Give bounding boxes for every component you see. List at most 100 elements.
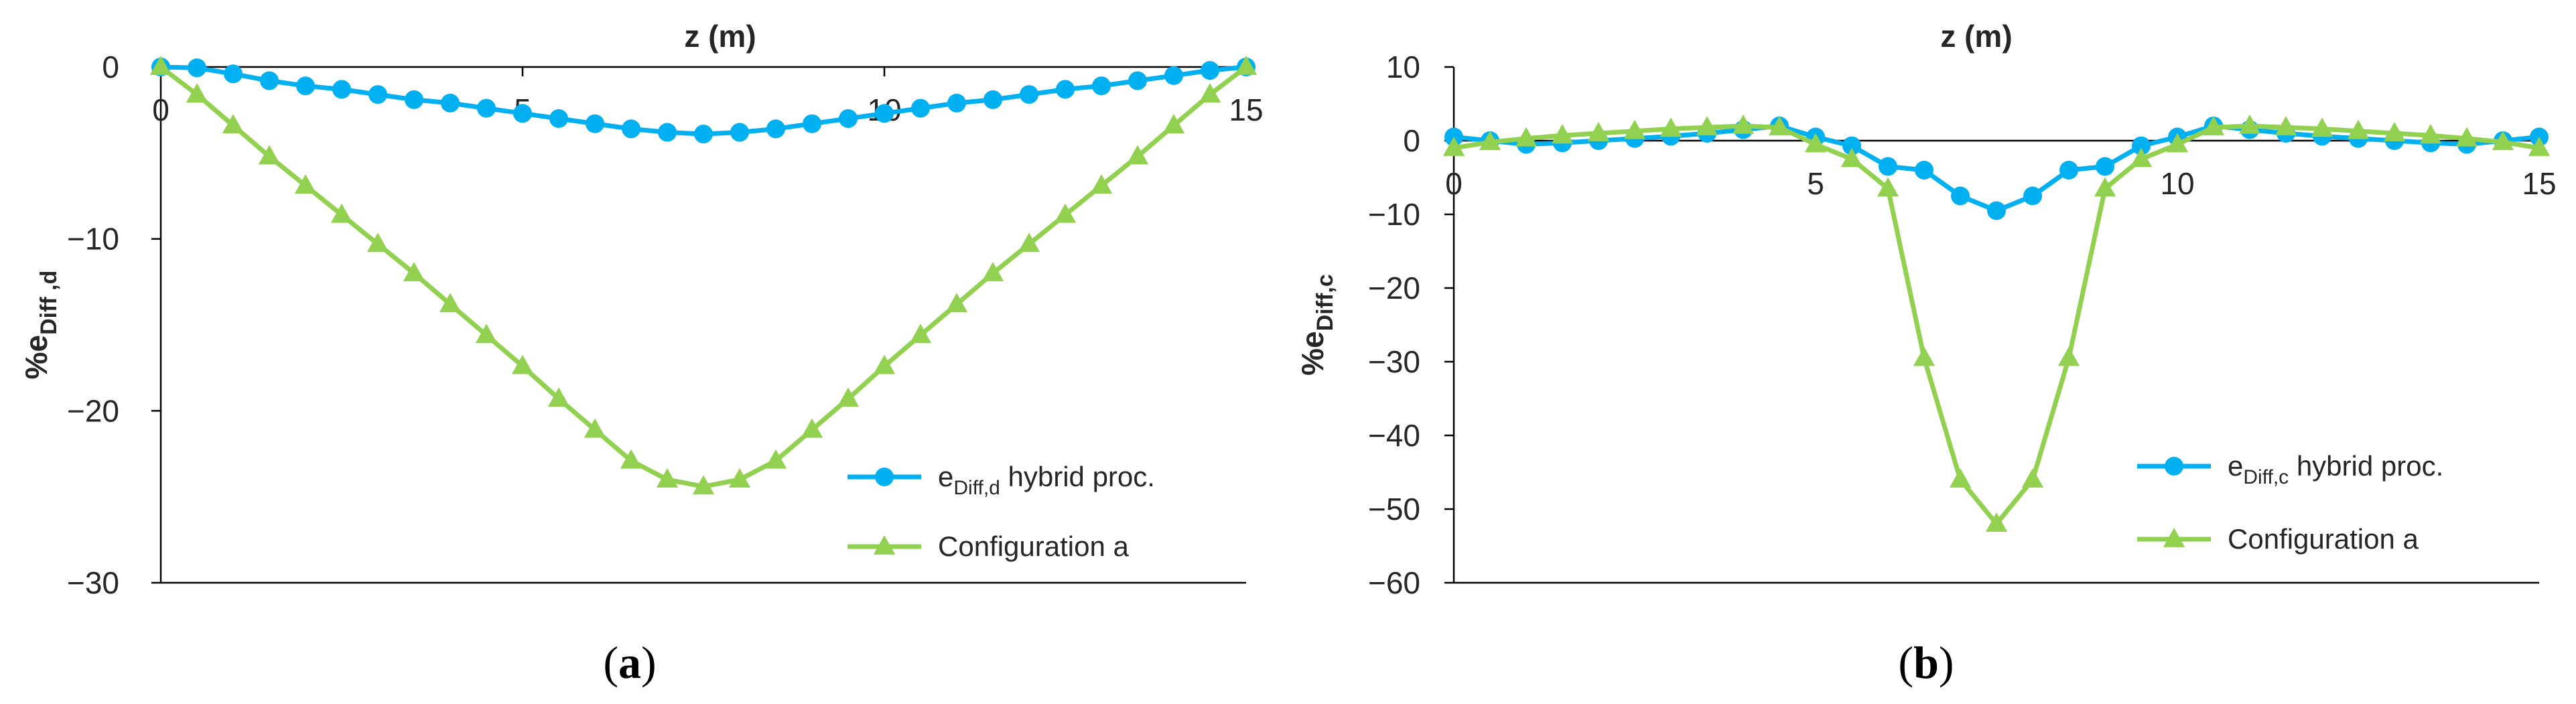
data-point-config_a: [656, 468, 679, 488]
data-point-config_a: [1877, 177, 1899, 197]
x-tick-label: 0: [152, 92, 170, 127]
data-point-config_a: [909, 324, 932, 344]
data-point-config_a: [1659, 117, 1682, 137]
panel-label-letter: b: [1913, 637, 1939, 688]
data-point-config_a: [1162, 114, 1185, 134]
data-point-hybrid: [947, 93, 966, 113]
data-point-config_a: [330, 203, 353, 223]
data-point-config_a: [1696, 116, 1718, 136]
data-point-hybrid: [1879, 157, 1897, 176]
data-point-config_a: [1018, 232, 1040, 253]
data-point-config_a: [149, 56, 172, 75]
data-point-config_a: [2455, 127, 2478, 147]
data-point-hybrid: [513, 104, 532, 123]
legend-label-main: Configuration a: [938, 531, 1129, 562]
data-point-hybrid: [803, 114, 821, 133]
data-point-hybrid: [2096, 157, 2114, 176]
x-axis-title: z (m): [1940, 19, 2012, 54]
y-tick-label: 10: [1386, 50, 1420, 84]
data-point-config_a: [981, 262, 1004, 281]
data-point-config_a: [511, 354, 534, 374]
data-point-config_a: [801, 418, 823, 438]
data-point-config_a: [475, 324, 498, 344]
legend-label-main: e: [938, 461, 953, 492]
data-point-hybrid: [766, 119, 785, 139]
data-point-config_a: [2311, 117, 2333, 137]
y-axis-title: %eDiff ,d: [19, 271, 62, 380]
data-point-config_a: [2094, 177, 2116, 197]
data-point-config_a: [1090, 174, 1113, 194]
y-tick-label: 0: [102, 50, 119, 84]
panel-label: (a): [603, 637, 656, 688]
data-point-config_a: [2021, 468, 2044, 488]
legend-label: eDiff,d hybrid proc.: [938, 461, 1155, 499]
data-point-config_a: [294, 174, 317, 194]
legend-label-rest: hybrid proc.: [1000, 461, 1155, 492]
data-point-hybrid: [2132, 136, 2151, 155]
data-point-hybrid: [694, 125, 713, 144]
data-point-config_a: [222, 114, 245, 134]
legend-label-main: Configuration a: [2228, 523, 2419, 555]
legend-marker: [2165, 457, 2183, 476]
data-point-config_a: [2166, 133, 2189, 153]
data-point-hybrid: [441, 93, 460, 113]
data-point-config_a: [1732, 115, 1755, 134]
y-tick-label: −20: [67, 393, 119, 428]
legend-label: Configuration a: [2228, 523, 2419, 555]
series-line-hybrid: [1453, 123, 2540, 213]
data-point-hybrid: [1951, 186, 1970, 206]
data-point-hybrid: [296, 76, 315, 96]
data-point-hybrid: [549, 109, 568, 128]
chart-panel-b: 100−10−20−30−40−50−600 5 10 15z (m)%eDiff,c…: [1295, 19, 2557, 688]
data-point-hybrid: [658, 123, 677, 142]
data-point-config_a: [1768, 116, 1791, 136]
data-point-config_a: [1126, 145, 1149, 165]
data-point-config_a: [547, 387, 570, 407]
data-point-config_a: [1442, 137, 1465, 156]
legend-label-sub: Diff,d: [953, 477, 1000, 499]
data-point-hybrid: [622, 119, 640, 139]
x-tick-label: 0: [1445, 166, 1463, 201]
data-point-config_a: [2347, 119, 2370, 139]
legend-marker: [2163, 528, 2185, 547]
y-tick-label: −50: [1368, 492, 1420, 526]
data-point-hybrid: [224, 64, 243, 84]
y-axis-title: %eDiff,c: [1295, 274, 1338, 375]
y-tick-label: −40: [1368, 418, 1420, 453]
data-point-hybrid: [984, 90, 1002, 109]
data-point-hybrid: [1020, 85, 1038, 104]
y-tick-label: −10: [67, 222, 119, 257]
panel-label-open: (: [603, 637, 618, 688]
data-point-hybrid: [477, 98, 496, 118]
legend-marker: [873, 535, 896, 555]
data-point-config_a: [1479, 131, 1501, 151]
data-point-config_a: [1587, 122, 1610, 141]
data-point-hybrid: [839, 109, 858, 128]
data-point-hybrid: [1915, 161, 1934, 180]
data-point-config_a: [1623, 119, 1646, 139]
data-point-hybrid: [586, 114, 604, 133]
panel-label-letter: a: [618, 637, 641, 688]
data-point-config_a: [1235, 56, 1258, 75]
data-point-config_a: [2528, 137, 2551, 156]
data-point-hybrid: [1128, 71, 1147, 90]
data-point-config_a: [1913, 346, 1936, 366]
data-point-config_a: [2275, 116, 2297, 136]
data-point-hybrid: [1987, 201, 2006, 220]
data-point-hybrid: [188, 58, 206, 78]
data-point-hybrid: [368, 85, 387, 104]
x-axis-title: z (m): [684, 19, 756, 54]
y-tick-label: −30: [67, 565, 119, 600]
legend-label: Configuration a: [938, 531, 1129, 562]
data-point-hybrid: [1164, 66, 1183, 85]
legend-label-sub: Diff,c: [2243, 466, 2289, 488]
y-axis-title-main: %e: [1295, 331, 1330, 375]
data-point-config_a: [2130, 147, 2153, 167]
x-tick-label: 10: [2160, 166, 2194, 201]
data-point-config_a: [439, 293, 462, 313]
data-point-config_a: [186, 83, 208, 102]
data-point-hybrid: [1056, 80, 1075, 99]
data-point-config_a: [2057, 346, 2080, 366]
data-point-config_a: [728, 468, 751, 488]
